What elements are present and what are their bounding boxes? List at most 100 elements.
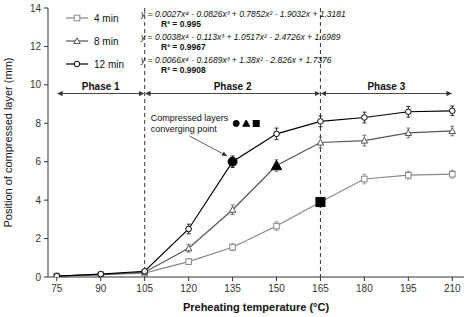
phase-arrow	[146, 93, 320, 94]
y-tick	[44, 277, 48, 278]
legend-label: 12 min	[94, 59, 124, 70]
data-point	[318, 119, 324, 125]
data-point	[230, 244, 236, 250]
data-point	[185, 245, 191, 251]
data-point	[54, 273, 60, 277]
r-squared: R² = 0.995	[161, 19, 201, 29]
data-point	[274, 223, 280, 229]
x-tick-label: 150	[268, 283, 285, 294]
r-squared: R² = 0.9967	[161, 42, 206, 52]
x-tick	[144, 277, 145, 281]
x-tick-label: 75	[51, 283, 63, 294]
chart: 759010512013515016518019521002468101214P…	[0, 0, 474, 317]
y-tick	[44, 123, 48, 124]
x-tick-label: 210	[444, 283, 461, 294]
annotation-line: Compressed layers	[151, 113, 229, 123]
error-bar	[275, 128, 279, 140]
error-bar	[143, 269, 147, 273]
legend-item: 4 miny = 0.0027x⁴ - 0.0826x³ + 0.7852x² …	[66, 9, 346, 29]
y-tick	[44, 238, 48, 239]
y-tick	[44, 84, 48, 85]
x-tick	[408, 277, 409, 281]
data-point	[449, 128, 455, 134]
y-tick-label: 2	[35, 233, 41, 244]
x-tick	[232, 277, 233, 281]
error-bar	[187, 224, 191, 234]
y-tick-label: 10	[30, 79, 42, 90]
data-point	[54, 273, 60, 277]
data-point	[406, 109, 412, 115]
data-point	[317, 139, 323, 145]
converging-point	[271, 160, 281, 169]
equation: y = 0.0027x⁴ - 0.0826x³ + 0.7852x² - 1.9…	[140, 9, 346, 19]
data-point	[274, 131, 280, 137]
annotation-text: Compressed layersconverging point	[151, 113, 229, 134]
equation: y = 0.0066x⁴ - 0.1689x³ + 1.38x² - 2.826…	[140, 55, 332, 65]
annotation-line: converging point	[151, 124, 218, 134]
axes: 759010512013515016518019521002468101214	[30, 3, 464, 295]
data-point	[54, 273, 60, 277]
legend-item: 8 miny = 0.0038x⁴ - 0.113x³ + 1.0517x² -…	[66, 32, 341, 52]
y-tick-label: 4	[35, 195, 41, 206]
data-point	[186, 259, 192, 265]
data-point	[186, 226, 192, 232]
x-tick-label: 135	[224, 283, 241, 294]
annotation-arrow	[189, 136, 226, 156]
x-axis-line	[48, 277, 464, 278]
y-tick-label: 14	[30, 3, 42, 14]
series	[54, 106, 455, 277]
plot-area	[54, 8, 456, 277]
y-axis-label: Position of compressed layer (mm)	[2, 58, 14, 228]
x-tick	[364, 277, 365, 281]
data-point	[405, 130, 411, 136]
converging-point	[316, 198, 325, 207]
error-bar	[275, 222, 279, 230]
x-tick	[100, 277, 101, 281]
data-point	[142, 268, 148, 274]
x-tick	[276, 277, 277, 281]
x-tick-label: 180	[356, 283, 373, 294]
x-tick	[320, 277, 321, 281]
data-point	[361, 137, 367, 143]
error-bar	[406, 171, 410, 179]
data-point	[229, 207, 235, 213]
data-point	[449, 171, 455, 177]
data-point	[98, 271, 104, 277]
data-point	[98, 272, 104, 277]
legend-item: 12 min y = 0.0066x⁴ - 0.1689x³ + 1.38x² -…	[66, 55, 332, 75]
error-bar	[362, 112, 366, 123]
data-point	[449, 108, 455, 114]
x-axis-label: Preheating temperature (°C)	[183, 301, 330, 313]
annotations: Phase 1Phase 2Phase 3Compressed layersco…	[58, 81, 451, 156]
y-tick-label: 8	[35, 118, 41, 129]
x-tick	[56, 277, 57, 281]
error-bar	[450, 106, 454, 116]
x-tick-label: 120	[180, 283, 197, 294]
error-bar	[318, 116, 322, 127]
series	[54, 126, 456, 277]
error-bar	[231, 244, 235, 251]
x-tick-label: 105	[136, 283, 153, 294]
x-tick-label: 165	[312, 283, 329, 294]
data-point	[362, 176, 368, 182]
annotation-symbol	[233, 120, 239, 126]
phase-label: Phase 2	[214, 81, 252, 92]
y-tick-label: 0	[35, 272, 41, 283]
x-tick	[452, 277, 453, 281]
data-point	[362, 115, 368, 121]
r-squared: R² = 0.9908	[161, 65, 206, 75]
phase-label: Phase 1	[82, 81, 120, 92]
data-point	[406, 172, 412, 178]
equation: y = 0.0038x⁴ - 0.113x³ + 1.0517x² - 2.47…	[140, 32, 341, 42]
y-tick	[44, 8, 48, 9]
error-bar	[187, 259, 191, 265]
error-bar	[362, 174, 366, 184]
error-bar	[450, 170, 454, 178]
annotation-symbol	[253, 120, 259, 126]
legend-marker	[74, 15, 80, 21]
y-tick	[44, 200, 48, 201]
data-point	[141, 269, 147, 275]
series	[54, 170, 455, 277]
x-tick-label: 90	[95, 283, 107, 294]
series-line	[57, 174, 452, 276]
